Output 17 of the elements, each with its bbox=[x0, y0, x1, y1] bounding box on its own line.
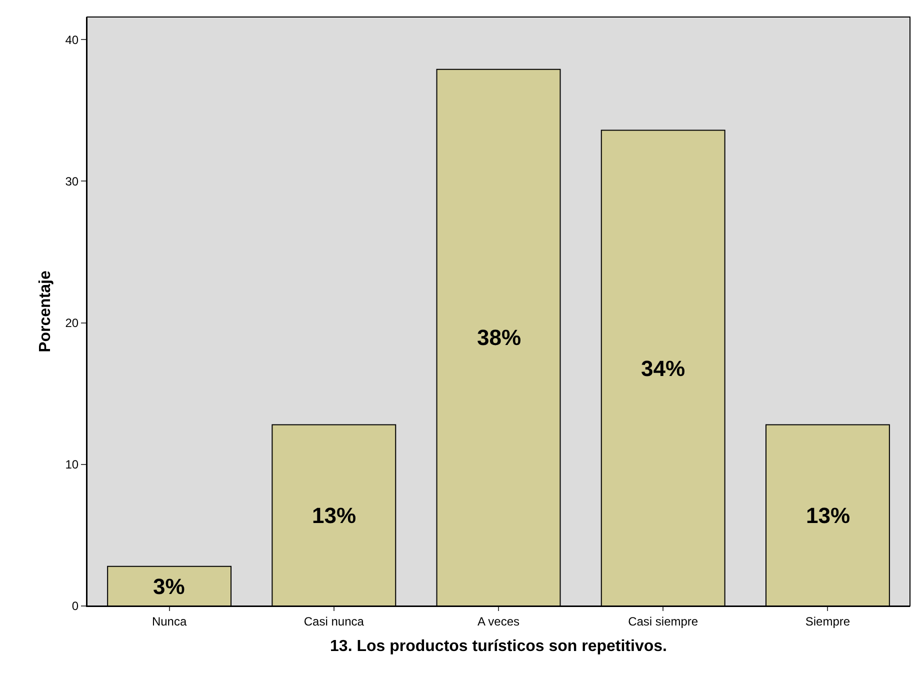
x-tick-label: Nunca bbox=[152, 614, 187, 628]
y-tick-label: 20 bbox=[65, 316, 79, 330]
x-tick-label: A veces bbox=[477, 614, 520, 628]
x-tick-label: Casi nunca bbox=[304, 614, 364, 628]
x-axis-title: 13. Los productos turísticos son repetitivos. bbox=[330, 638, 667, 656]
y-tick-label: 10 bbox=[65, 458, 79, 472]
data-label: 34% bbox=[641, 356, 686, 381]
y-tick-label: 0 bbox=[72, 599, 79, 614]
x-tick-label: Casi siempre bbox=[628, 614, 698, 628]
y-axis-title: Porcentaje bbox=[37, 270, 54, 352]
data-label: 13% bbox=[806, 503, 850, 528]
data-label: 13% bbox=[312, 503, 356, 528]
data-label: 3% bbox=[153, 574, 185, 599]
data-label: 38% bbox=[477, 325, 522, 350]
y-tick-label: 30 bbox=[65, 174, 79, 188]
y-tick-label: 40 bbox=[65, 32, 79, 47]
x-tick-label: Siempre bbox=[805, 614, 850, 628]
